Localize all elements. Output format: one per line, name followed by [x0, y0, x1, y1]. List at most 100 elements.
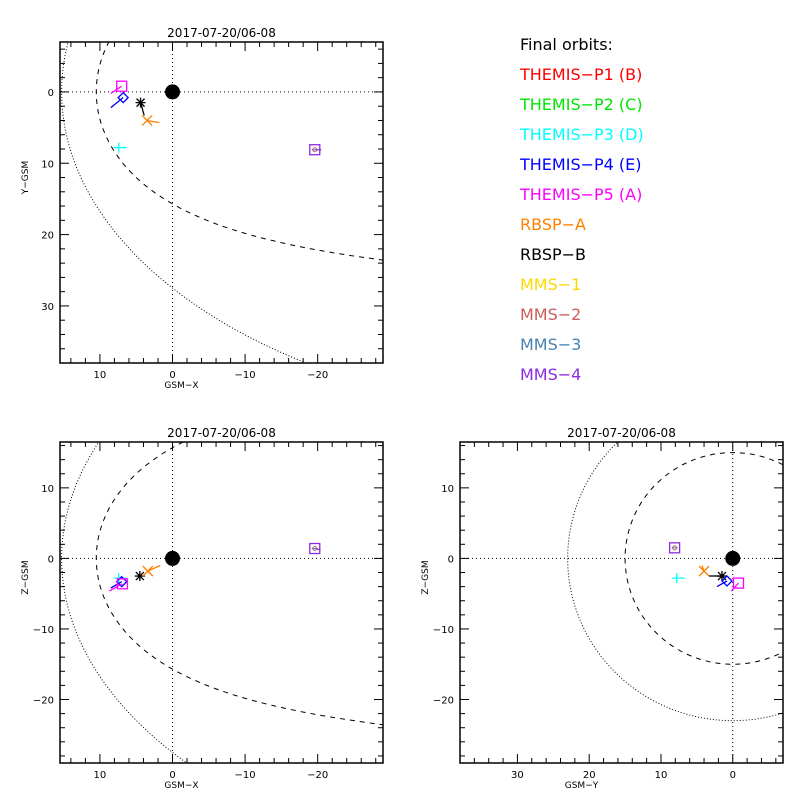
legend-item: THEMIS−P5 (A) — [519, 185, 642, 204]
panel-xz: 2017-07-20/06-08 10 0 −10 −20 10 0 −10 −20 GSM−X Z… — [21, 426, 384, 791]
y-tick-label: 0 — [48, 554, 54, 565]
orbit-trail — [730, 582, 739, 592]
spacecraft-marker — [698, 565, 710, 577]
orbit-trail — [716, 580, 728, 588]
x-symbol — [141, 115, 153, 126]
x-tick-label: 0 — [169, 370, 175, 381]
earth-marker — [725, 550, 741, 566]
square-symbol — [116, 578, 129, 590]
bow-shock-line — [567, 442, 783, 722]
y-tick-label: −20 — [433, 696, 454, 707]
spacecraft-marker — [668, 542, 681, 554]
legend-item: RBSP−B — [520, 245, 586, 264]
x-tick-label: 10 — [655, 770, 668, 781]
x-tick-label: 30 — [511, 770, 524, 781]
spacecraft-marker — [709, 571, 727, 582]
x-tick-label: 10 — [94, 770, 107, 781]
x-axis-label: GSM−X — [164, 381, 198, 391]
spacecraft-marker — [309, 542, 321, 555]
legend-item: MMS−4 — [520, 365, 581, 384]
bow-shock-line — [61, 42, 308, 363]
legend-item: MMS−1 — [520, 275, 581, 294]
legend-item: MMS−2 — [520, 305, 581, 324]
magnetopause-line — [95, 442, 383, 726]
asterisk-symbol — [716, 571, 727, 582]
y-tick-label: −10 — [433, 625, 454, 636]
diamond-symbol — [117, 91, 130, 104]
panel-title: 2017-07-20/06-08 — [167, 26, 276, 40]
orbit-trail — [110, 581, 123, 589]
x-symbol — [698, 565, 710, 577]
legend-heading: Final orbits: — [520, 35, 613, 54]
y-tick-label: −10 — [33, 625, 54, 636]
y-tick-label: −20 — [33, 696, 54, 707]
spacecraft-marker — [135, 97, 146, 116]
orbit-trail — [109, 583, 123, 592]
x-tick-label: 0 — [730, 770, 736, 781]
y-tick-label: 10 — [41, 159, 54, 170]
x-tick-label: −20 — [307, 770, 328, 781]
y-tick-label: 10 — [441, 484, 454, 495]
x-tick-label: 20 — [583, 770, 596, 781]
plus-symbol — [671, 573, 685, 584]
y-tick-label: 20 — [41, 231, 54, 242]
y-tick-label: 10 — [41, 484, 54, 495]
square-symbol — [309, 144, 321, 156]
spacecraft-marker — [730, 577, 745, 592]
y-axis-label: Y−GSM — [21, 161, 31, 196]
legend: Final orbits: THEMIS−P1 (B) THEMIS−P2 (C)… — [519, 35, 644, 384]
legend-item: MMS−3 — [520, 335, 581, 354]
panel-xy: 2017-07-20/06-08 10 0 −10 −20 0 10 20 30 GSM−X Y−G… — [21, 26, 384, 391]
asterisk-symbol — [135, 97, 146, 108]
magnetopause-line — [95, 42, 383, 261]
spacecraft-marker — [134, 571, 145, 582]
spacecraft-marker — [109, 578, 129, 592]
panel-title: 2017-07-20/06-08 — [567, 426, 676, 440]
spacecraft-marker — [671, 573, 685, 584]
earth-marker — [165, 84, 181, 100]
x-tick-label: 10 — [94, 370, 107, 381]
panel-title: 2017-07-20/06-08 — [167, 426, 276, 440]
spacecraft-marker — [141, 115, 160, 126]
legend-item: RBSP−A — [520, 215, 586, 234]
legend-item: THEMIS−P2 (C) — [519, 95, 643, 114]
magnetopause-line — [624, 452, 783, 665]
orbit-trail — [146, 119, 160, 124]
plot-area — [60, 42, 383, 363]
y-axis-label: Z−GSM — [21, 560, 31, 594]
plot-frame — [59, 41, 384, 364]
x-axis-label: GSM−X — [164, 781, 198, 791]
spacecraft-marker — [142, 564, 161, 577]
spacecraft-marker — [110, 91, 130, 109]
y-tick-label: 0 — [448, 554, 454, 565]
plus-symbol — [113, 142, 127, 153]
x-tick-label: −10 — [235, 370, 256, 381]
spacecraft-marker — [110, 80, 128, 94]
square-symbol — [668, 542, 681, 554]
spacecraft-marker — [110, 575, 128, 589]
square-symbol — [116, 80, 128, 92]
legend-item: THEMIS−P1 (B) — [519, 65, 642, 84]
x-symbol — [142, 565, 154, 577]
y-tick-label: 0 — [48, 88, 54, 99]
plot-frame — [459, 441, 784, 764]
spacecraft-marker — [113, 142, 127, 153]
plot-frame — [59, 441, 384, 764]
y-axis-label: Z−GSM — [421, 560, 431, 594]
legend-item: THEMIS−P4 (E) — [519, 155, 642, 174]
asterisk-symbol — [134, 571, 145, 582]
bow-shock-line — [61, 442, 188, 763]
orbit-trail — [110, 97, 124, 109]
earth-marker — [165, 550, 181, 566]
plot-area — [60, 442, 383, 763]
square-symbol — [732, 577, 745, 589]
orbit-trail — [147, 564, 161, 572]
y-tick-label: 30 — [41, 302, 54, 313]
panel-yz: 2017-07-20/06-08 30 20 10 0 10 0 −10 −20 GSM−Y Z−G… — [421, 426, 784, 791]
diamond-symbol — [115, 575, 128, 588]
spacecraft-marker — [309, 144, 322, 156]
square-symbol — [309, 542, 321, 555]
plot-area — [460, 442, 783, 763]
x-tick-label: −20 — [307, 370, 328, 381]
